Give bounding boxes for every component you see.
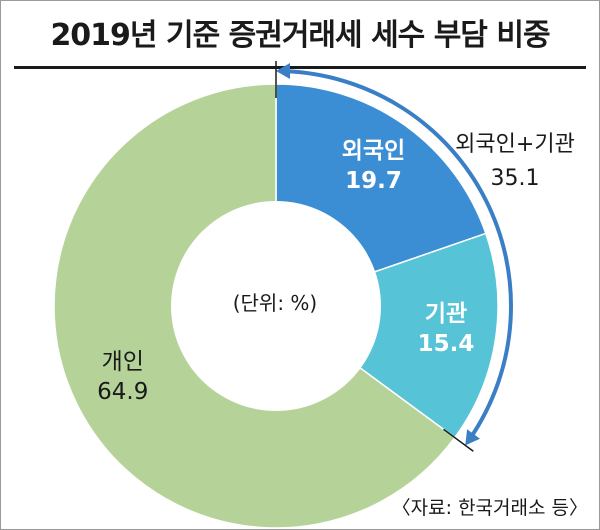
combined-arrowhead-end	[465, 429, 480, 446]
unit-label: (단위: %)	[232, 291, 318, 315]
slice-label-institution: 기관 15.4	[386, 300, 506, 360]
title-underline	[14, 66, 586, 69]
combined-value: 35.1	[490, 166, 540, 192]
slice-value-individual: 64.9	[97, 379, 149, 406]
combined-arrowhead-start	[276, 63, 290, 79]
source-note: 〈자료: 한국거래소 등〉	[391, 497, 588, 519]
combined-bracket-arc	[284, 69, 513, 440]
bracket-tick-end	[443, 428, 474, 452]
slice-name-foreign: 외국인	[341, 138, 406, 165]
combined-annotation: 외국인+기관 35.1	[440, 128, 590, 196]
slice-value-foreign: 19.7	[345, 168, 402, 195]
donut-hole	[171, 201, 381, 411]
combined-label: 외국인+기관	[455, 132, 575, 157]
slice-name-institution: 기관	[424, 300, 468, 327]
slice-label-individual: 개인 64.9	[63, 348, 183, 408]
slice-institution	[274, 232, 499, 439]
chart-title: 2019년 기준 증권거래세 세수 부담 비중	[50, 18, 550, 53]
slice-label-foreign: 외국인 19.7	[313, 137, 433, 197]
slice-value-institution: 15.4	[417, 330, 475, 357]
slice-name-individual: 개인	[101, 349, 144, 376]
